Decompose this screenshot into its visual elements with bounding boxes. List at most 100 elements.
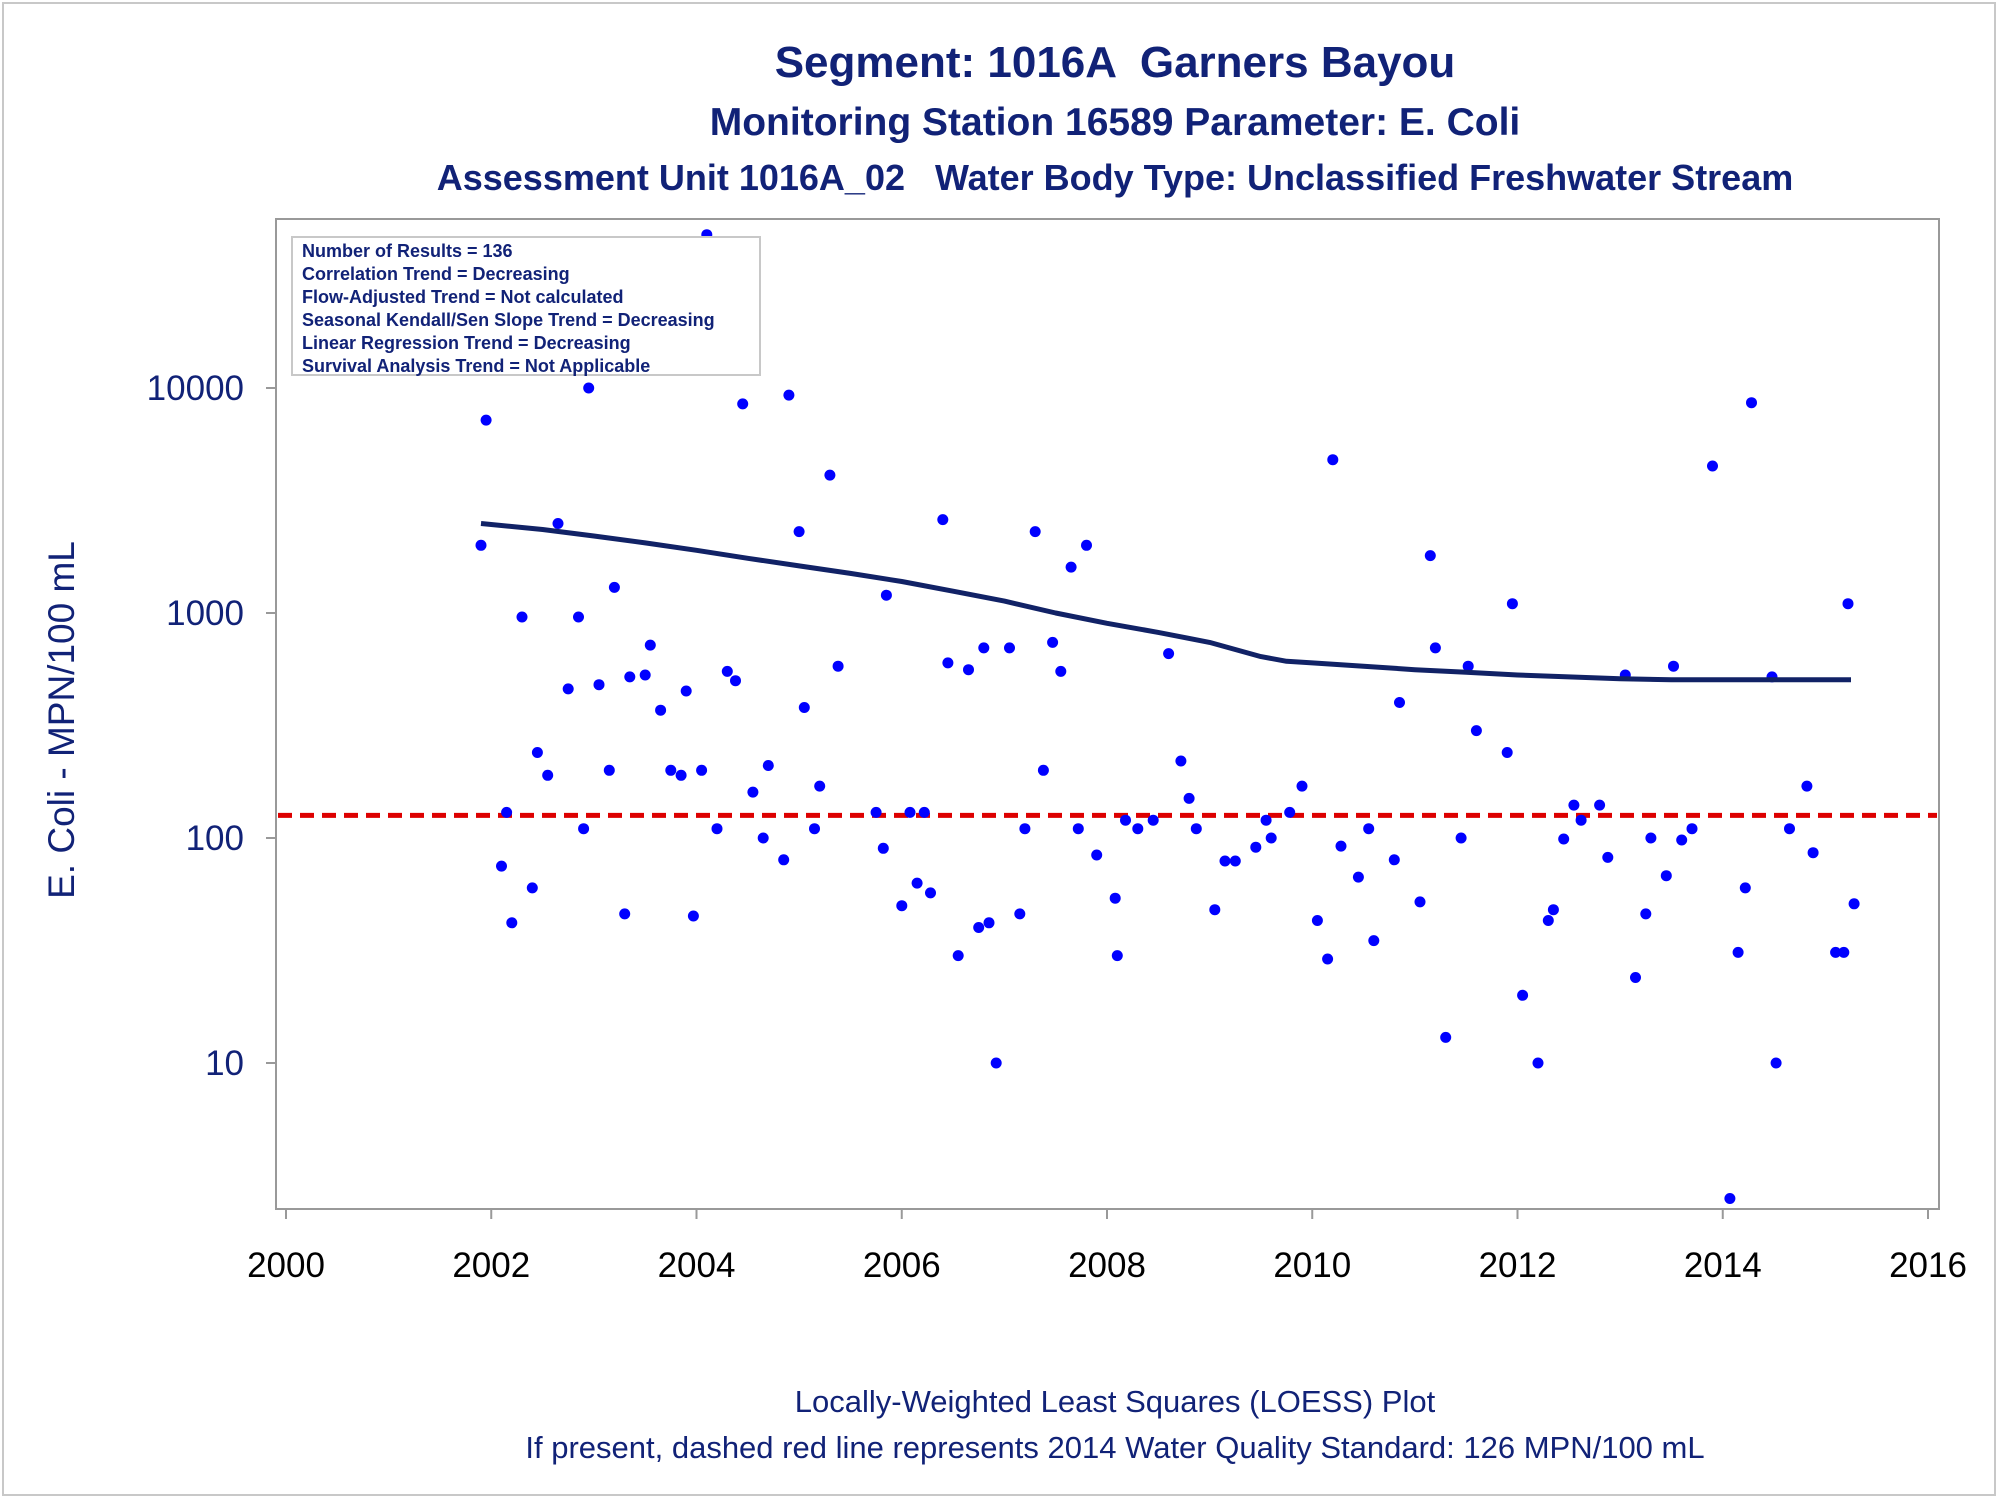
data-point (832, 660, 844, 672)
data-point (603, 764, 615, 776)
data-point (1055, 665, 1067, 677)
data-point (1183, 792, 1195, 804)
data-point (1640, 908, 1652, 920)
data-point (1558, 833, 1570, 845)
data-point (990, 1057, 1002, 1069)
data-point (1462, 660, 1474, 672)
data-point (578, 823, 590, 835)
data-point (1250, 841, 1262, 853)
data-point (1284, 806, 1296, 818)
data-point (824, 469, 836, 481)
data-point (1209, 904, 1221, 916)
data-point (608, 581, 620, 593)
data-point (542, 769, 554, 781)
data-point (1047, 636, 1059, 648)
data-point (619, 908, 631, 920)
data-point (983, 917, 995, 929)
data-point (1394, 697, 1405, 708)
data-point (562, 683, 574, 695)
x-tick-label: 2006 (863, 1246, 941, 1285)
data-point (573, 611, 584, 623)
data-point (1322, 953, 1334, 965)
data-point (747, 786, 759, 798)
y-tick-label: 10000 (147, 369, 244, 408)
data-point (1770, 1057, 1782, 1069)
footnote-loess: Locally-Weighted Least Squares (LOESS) P… (794, 1384, 1436, 1419)
data-point (1429, 642, 1441, 654)
data-point (1219, 855, 1231, 867)
loess-curve-layer (480, 521, 1851, 683)
data-point (655, 704, 667, 716)
data-point (516, 611, 528, 623)
summary-survival-analysis-trend: Survival Analysis Trend = Not Applicable (302, 356, 651, 376)
loess-trend-line (480, 521, 1851, 683)
data-point (1660, 870, 1672, 882)
data-point (1260, 814, 1272, 826)
data-point (778, 854, 790, 866)
summary-flow-adjusted-trend: Flow-Adjusted Trend = Not calculated (302, 287, 624, 307)
data-point (973, 922, 985, 933)
data-point (593, 679, 605, 691)
data-point (1132, 823, 1144, 835)
data-point (1352, 871, 1364, 883)
data-point (480, 414, 492, 426)
summary-linear-regression-trend: Linear Regression Trend = Decreasing (302, 333, 631, 353)
x-tick-label: 2012 (1479, 1246, 1557, 1285)
data-point (639, 669, 651, 681)
data-point (1065, 561, 1077, 573)
data-point (1265, 832, 1277, 844)
data-point (783, 389, 795, 401)
x-tick-label: 2010 (1273, 1246, 1351, 1285)
data-point (1388, 854, 1400, 866)
y-tick-label: 100 (186, 819, 244, 858)
data-point (1668, 660, 1679, 672)
data-point (1368, 935, 1380, 947)
data-point (1724, 1193, 1736, 1204)
data-point (583, 382, 595, 394)
y-tick-label: 1000 (166, 594, 244, 633)
data-point (501, 806, 513, 818)
data-point (1111, 950, 1123, 962)
data-point (665, 764, 677, 776)
data-point (1532, 1057, 1544, 1069)
data-point (1807, 847, 1819, 859)
data-point (918, 806, 930, 818)
data-point (870, 806, 882, 818)
data-point (1414, 896, 1426, 908)
data-point (1081, 539, 1092, 551)
data-point (1190, 823, 1202, 835)
data-point (1739, 882, 1751, 894)
data-point (793, 526, 805, 538)
data-point (1175, 755, 1187, 767)
x-tick-label: 2014 (1684, 1246, 1762, 1285)
x-tick-label: 2002 (452, 1246, 530, 1285)
data-point (1645, 832, 1657, 844)
data-point (798, 702, 810, 713)
data-point (809, 823, 820, 835)
data-point (1784, 823, 1795, 835)
data-point (904, 806, 916, 818)
data-point (1440, 1031, 1452, 1043)
data-point (531, 747, 543, 758)
chart-subtitle-assessment: Assessment Unit 1016A_02 Water Body Type… (436, 157, 1794, 198)
data-point (687, 910, 699, 922)
data-point (1517, 989, 1529, 1001)
data-point (1501, 747, 1513, 758)
data-point (814, 780, 826, 792)
data-point (1424, 550, 1436, 562)
data-points-layer (475, 229, 1860, 1204)
data-point (496, 860, 507, 872)
data-point (1676, 834, 1688, 846)
data-point (1732, 946, 1744, 958)
data-point (1229, 855, 1241, 867)
data-point (1029, 526, 1041, 538)
data-point (696, 764, 708, 776)
data-point (1363, 823, 1375, 835)
data-point (757, 832, 769, 844)
data-point (952, 950, 964, 962)
data-point (475, 539, 487, 551)
data-point (1296, 780, 1308, 792)
data-point (1746, 397, 1757, 409)
